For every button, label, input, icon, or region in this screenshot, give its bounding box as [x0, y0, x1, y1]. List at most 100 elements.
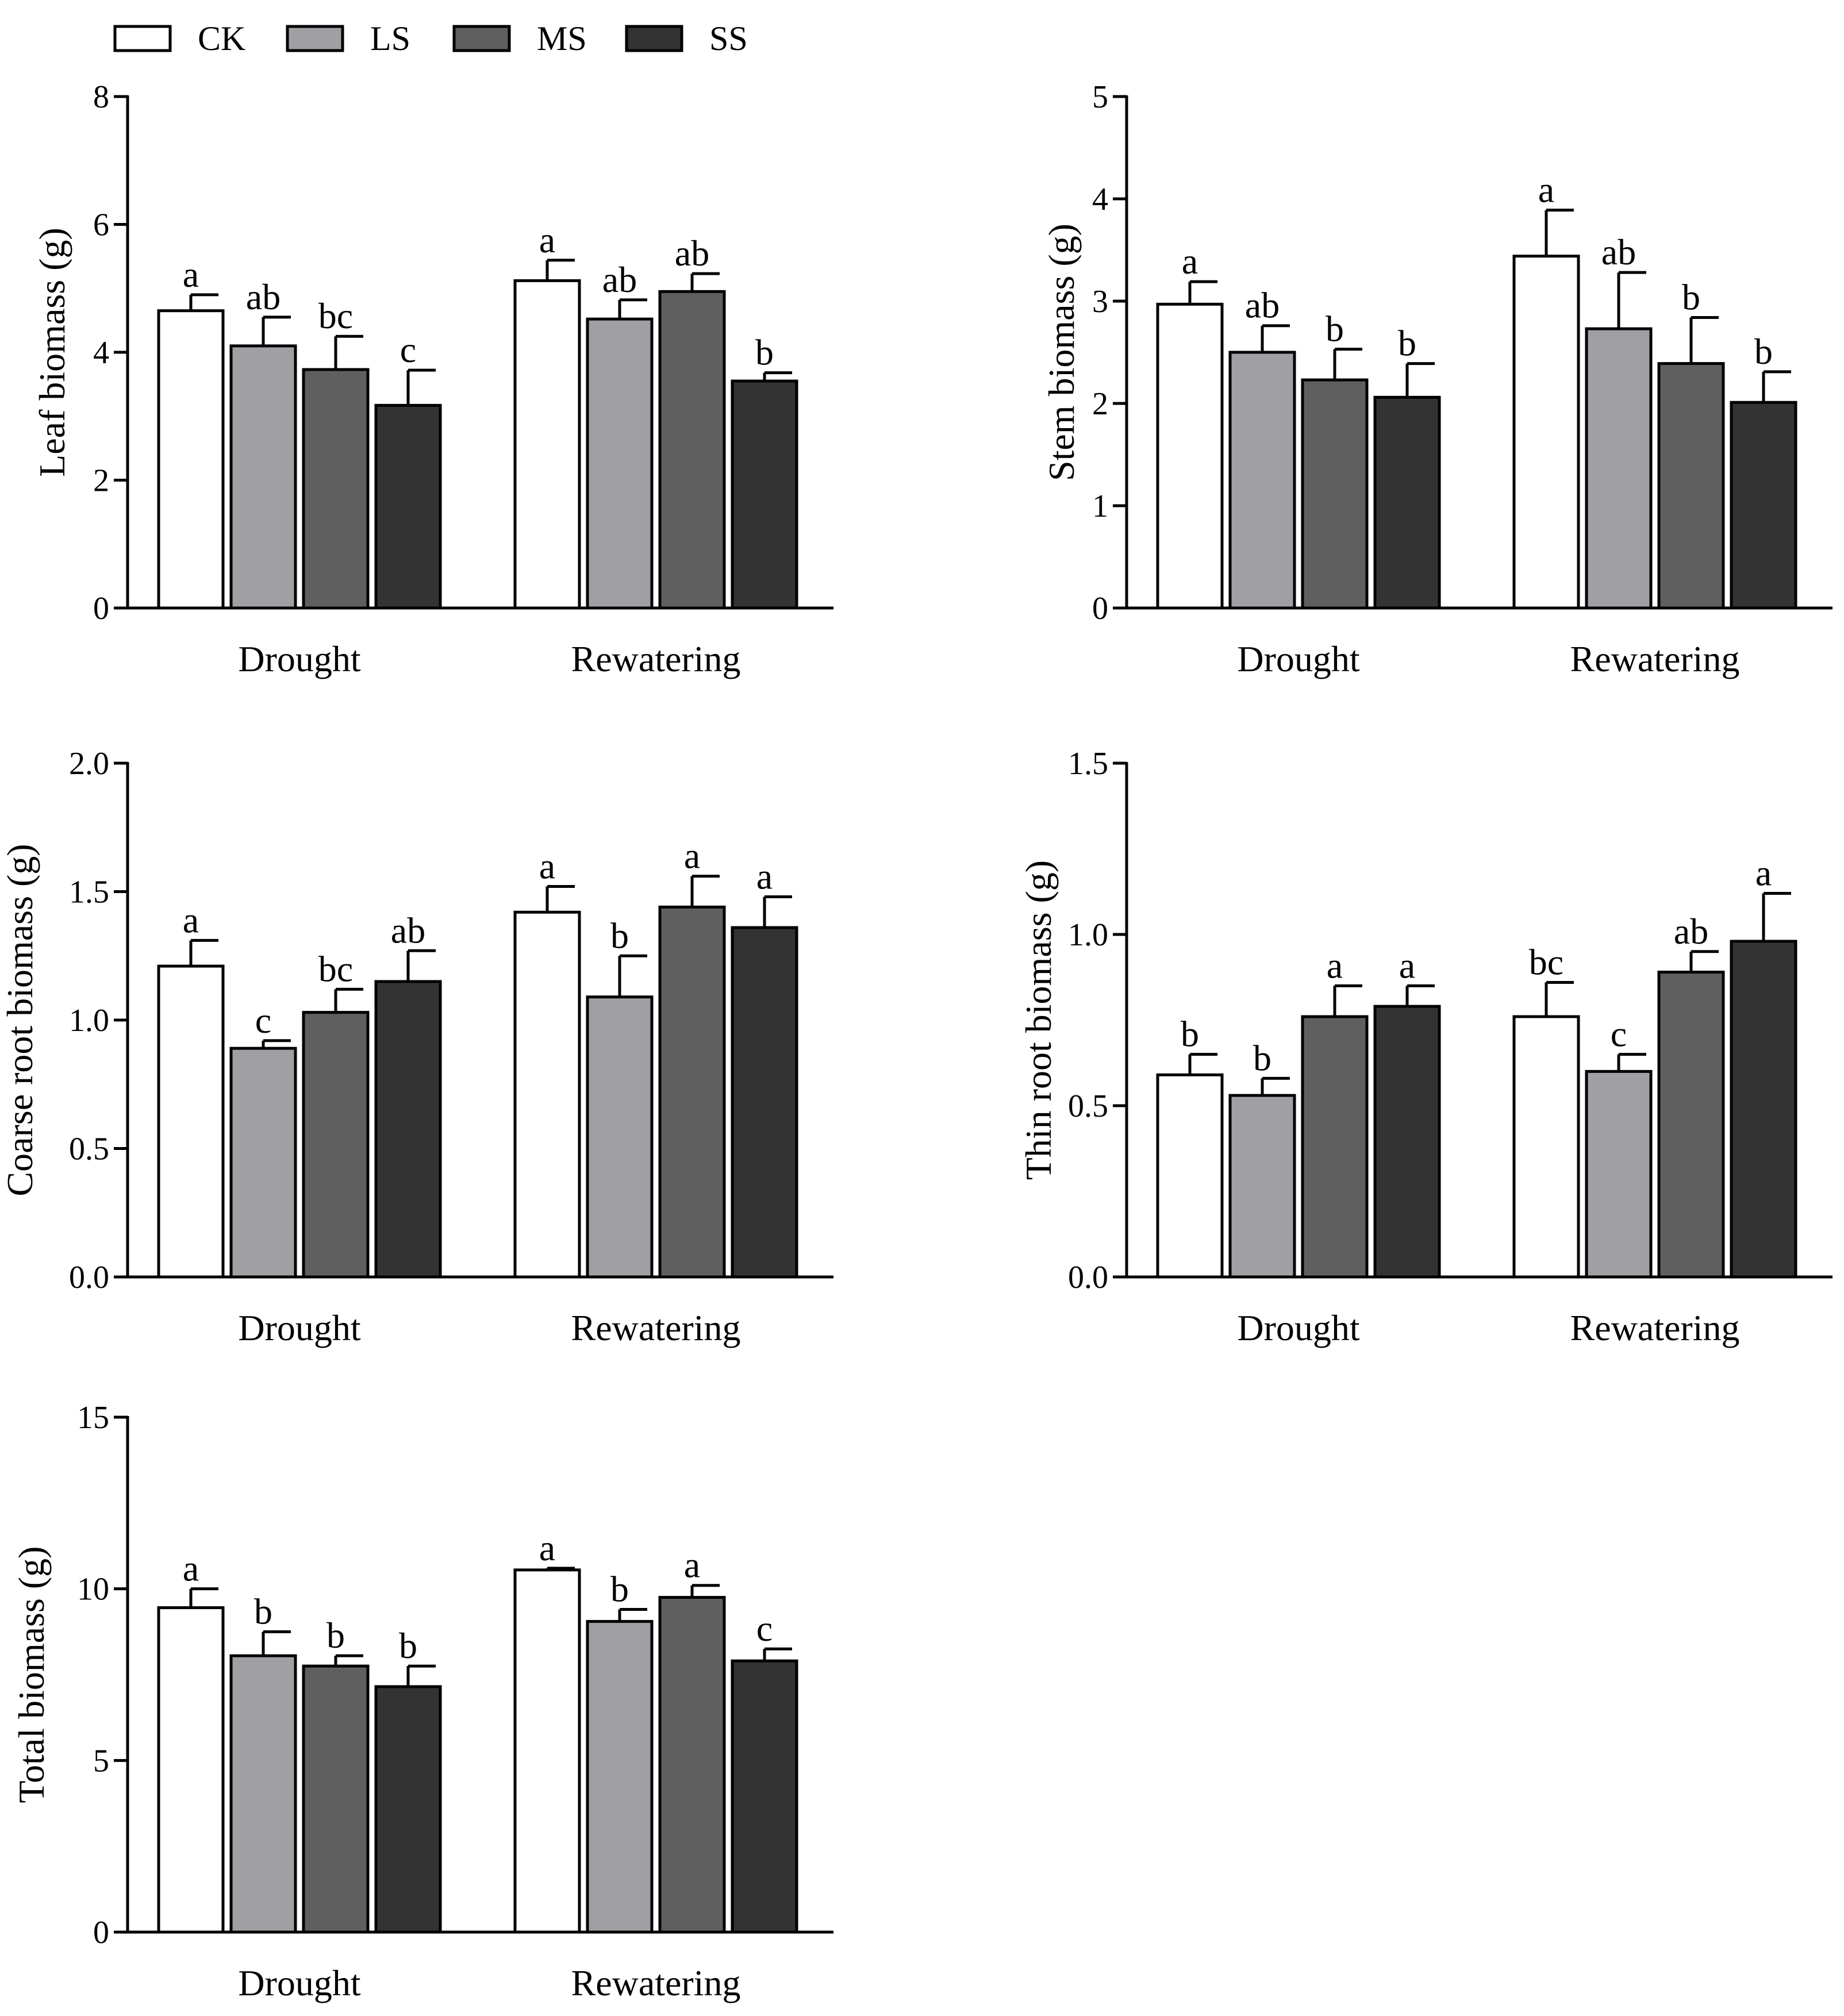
bar-ms-rewatering [658, 290, 726, 610]
legend-swatch-ms [452, 25, 511, 52]
significance-label: bc [1529, 941, 1563, 982]
significance-label: ab [1674, 911, 1708, 952]
bar-ls-rewatering [586, 317, 654, 610]
bar-ls-drought [229, 1047, 297, 1279]
bar-ls-drought [229, 1654, 297, 1934]
significance-label: a [1327, 945, 1343, 986]
legend-label-ss: SS [709, 20, 748, 57]
legend-swatch-ss [625, 25, 683, 52]
bar-ck-rewatering [513, 279, 581, 610]
significance-label: a [684, 1545, 700, 1586]
legend-swatch-ls [286, 25, 344, 52]
significance-label: a [539, 220, 555, 260]
significance-label: b [610, 915, 629, 956]
significance-label: b [1253, 1037, 1271, 1078]
y-tick-label: 2 [1092, 386, 1108, 422]
bar-ck-rewatering [1512, 255, 1580, 610]
y-tick-label: 6 [93, 207, 109, 243]
bar-ss-drought [374, 403, 442, 610]
significance-label: c [400, 329, 416, 370]
y-tick-label: 1.5 [1068, 746, 1108, 782]
x-category-label: Rewatering [1570, 638, 1740, 679]
bar-ss-rewatering [1730, 401, 1797, 610]
bar-ck-rewatering [1512, 1015, 1580, 1279]
bar-ms-drought [302, 1011, 370, 1279]
significance-label: ab [1601, 232, 1636, 272]
y-tick-label: 4 [1092, 182, 1108, 217]
x-category-label: Rewatering [571, 1963, 741, 2003]
y-tick-label: 5 [1092, 79, 1108, 115]
bar-ls-drought [1228, 351, 1296, 610]
bar-ms-drought [1301, 378, 1369, 610]
y-axis-title: Coarse root biomass (g) [0, 844, 40, 1196]
x-category-label: Drought [1237, 638, 1360, 679]
bar-ls-rewatering [1585, 1069, 1653, 1279]
y-tick-label: 8 [93, 79, 109, 115]
bar-ms-rewatering [1657, 971, 1725, 1279]
bar-ss-rewatering [731, 926, 798, 1279]
significance-label: ab [246, 276, 281, 317]
significance-label: a [1399, 945, 1415, 986]
bar-ls-rewatering [586, 995, 654, 1279]
bar-ms-rewatering [658, 905, 726, 1279]
bar-ls-drought [1228, 1094, 1296, 1279]
x-category-label: Drought [238, 1307, 361, 1348]
chart-coarse: 0.0 0.5 1.0 1.5 2.0 Coarse root biomass (g) Dr… [0, 746, 833, 1348]
x-category-label: Rewatering [571, 638, 741, 679]
y-tick-label: 0 [1092, 591, 1108, 626]
legend-label-ck: CK [198, 20, 245, 57]
y-tick-label: 3 [1092, 284, 1108, 320]
significance-label: c [255, 1000, 271, 1041]
significance-label: b [755, 332, 774, 373]
bar-ss-rewatering [731, 379, 798, 610]
bar-ck-drought [157, 309, 225, 610]
y-tick-label: 0.0 [1068, 1260, 1108, 1295]
significance-label: bc [318, 948, 353, 989]
significance-label: ab [675, 233, 709, 274]
legend-item-ss: SS [625, 20, 748, 57]
significance-label: a [539, 846, 555, 887]
x-category-label: Drought [238, 638, 361, 679]
significance-label: a [1182, 241, 1198, 282]
significance-label: a [183, 254, 199, 295]
significance-label: b [610, 1569, 629, 1610]
bar-ms-drought [302, 368, 370, 610]
significance-label: a [684, 836, 700, 876]
y-tick-label: 1.0 [1068, 917, 1108, 953]
legend-item-ls: LS [286, 20, 410, 57]
significance-label: c [1611, 1014, 1627, 1055]
bar-ls-rewatering [586, 1619, 654, 1934]
y-tick-label: 0 [93, 591, 109, 626]
y-axis-title: Thin root biomass (g) [1018, 860, 1059, 1180]
y-tick-label: 2.0 [69, 746, 109, 782]
x-category-label: Drought [1237, 1307, 1360, 1348]
significance-label: bc [318, 295, 353, 336]
chart-thin: 0.0 0.5 1.0 1.5 Thin root biomass (g) Drought… [1018, 746, 1833, 1348]
legend-label-ms: MS [537, 20, 587, 57]
significance-label: b [1181, 1014, 1199, 1055]
y-tick-label: 0 [93, 1915, 109, 1950]
significance-label: ab [602, 259, 637, 300]
legend-item-ms: MS [452, 20, 587, 57]
y-tick-label: 0.5 [1068, 1088, 1108, 1124]
bar-ls-rewatering [1585, 327, 1653, 610]
bar-ms-rewatering [1657, 362, 1725, 610]
bar-ck-rewatering [513, 1568, 581, 1934]
bar-ss-rewatering [731, 1659, 798, 1934]
legend-swatch-ck [113, 25, 172, 52]
bar-ck-drought [1156, 302, 1224, 610]
significance-label: b [254, 1591, 272, 1632]
significance-label: a [539, 1528, 555, 1568]
bar-ck-rewatering [513, 910, 581, 1279]
bar-ms-drought [302, 1664, 370, 1934]
x-category-label: Rewatering [1570, 1307, 1740, 1348]
y-tick-label: 0.0 [69, 1260, 109, 1295]
y-axis-title: Leaf biomass (g) [32, 228, 72, 477]
y-tick-label: 10 [77, 1572, 109, 1607]
y-tick-label: 2 [93, 463, 109, 499]
y-tick-label: 1.0 [69, 1003, 109, 1038]
significance-label: a [183, 1548, 199, 1589]
significance-label: b [399, 1625, 417, 1666]
